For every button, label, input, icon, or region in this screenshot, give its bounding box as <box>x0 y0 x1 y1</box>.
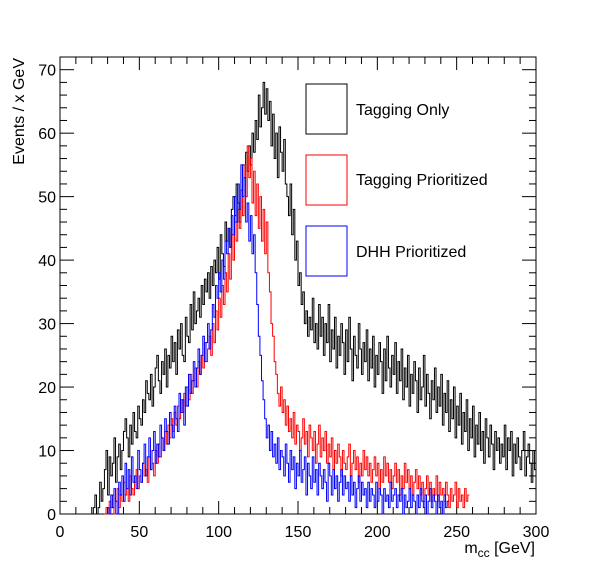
x-tick-label: 250 <box>443 524 470 541</box>
legend-label-dhh-prioritized: DHH Prioritized <box>356 244 466 261</box>
x-axis-title-unit: [GeV] <box>490 540 535 557</box>
y-axis-title: Events / x GeV <box>11 58 28 165</box>
x-tick-label: 0 <box>56 524 65 541</box>
legend: Tagging Only Tagging Prioritized DHH Pri… <box>305 83 488 277</box>
y-axis-ticks: 0 10 20 30 40 50 60 70 <box>38 56 536 524</box>
x-tick-label: 100 <box>205 524 232 541</box>
y-tick-label: 40 <box>38 253 56 270</box>
x-tick-label: 150 <box>285 524 312 541</box>
series-tagging-prioritized <box>104 145 470 515</box>
y-tick-label: 70 <box>38 63 56 80</box>
series-layer <box>91 81 536 515</box>
legend-label-tagging-prioritized: Tagging Prioritized <box>356 172 488 189</box>
y-tick-label: 60 <box>38 126 56 143</box>
legend-swatch-tagging-only <box>305 83 348 135</box>
x-tick-label: 50 <box>130 524 148 541</box>
x-axis-title-subscript: cc <box>478 546 490 560</box>
legend-swatch-dhh-prioritized <box>305 225 348 277</box>
x-tick-label: 200 <box>364 524 391 541</box>
legend-swatch-tagging-prioritized <box>305 154 348 206</box>
x-axis-ticks: 0 50 100 150 200 250 300 <box>56 57 550 541</box>
y-tick-label: 10 <box>38 444 56 461</box>
series-dhh-prioritized <box>107 164 449 515</box>
series-tagging-only <box>91 81 536 515</box>
y-tick-label: 50 <box>38 190 56 207</box>
x-axis-title: mcc [GeV] <box>464 540 535 560</box>
y-tick-label: 20 <box>38 380 56 397</box>
x-tick-label: 300 <box>523 524 550 541</box>
y-tick-label: 30 <box>38 317 56 334</box>
legend-label-tagging-only: Tagging Only <box>356 102 449 119</box>
x-axis-title-base: m <box>464 540 477 557</box>
y-tick-label: 0 <box>47 507 56 524</box>
